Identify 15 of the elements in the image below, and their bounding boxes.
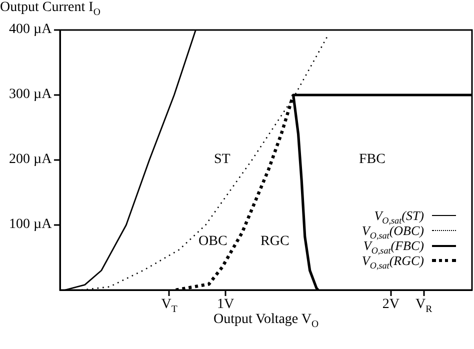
annotation: OBC: [198, 234, 228, 250]
x-tick-label: V$_{R}$: [416, 297, 432, 315]
x-axis-title: Output Voltage V$_{O}$: [214, 312, 319, 330]
annotation: RGC: [260, 234, 290, 250]
x-tick-label: 1V: [216, 297, 234, 313]
annotation: FBC: [359, 152, 386, 168]
y-tick-label: 300 µA: [9, 87, 52, 103]
legend-label: V$_{O,sat}$(ST): [374, 208, 424, 226]
y-tick-label: 400 µA: [9, 22, 52, 38]
x-tick-label: 2V: [382, 297, 400, 313]
y-tick-label: 100 µA: [9, 217, 52, 233]
y-tick-label: 200 µA: [9, 152, 52, 168]
annotation: ST: [214, 152, 230, 168]
x-tick-label: V$_{T}$: [161, 297, 178, 315]
y-axis-title: Output Current I$_{O}$: [0, 0, 100, 18]
